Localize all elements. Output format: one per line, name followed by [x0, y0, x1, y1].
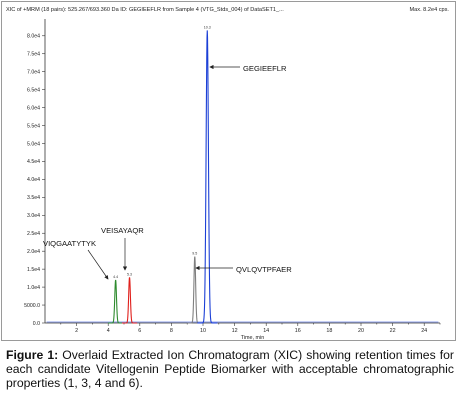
x-tick-label: 22 [390, 328, 396, 334]
annotation-gegieeflr: GEGIEEFLR [243, 64, 287, 73]
figure-caption-label: Figure 1: [6, 348, 59, 362]
annotation-veisayaqr: VEISAYAQR [101, 226, 144, 235]
x-tick-label: 6 [138, 328, 141, 334]
annotation-qvlqvtpfaer: QVLQVTPFAER [236, 265, 292, 274]
y-tick-label: 5.0e4 [27, 141, 40, 147]
y-tick-label: 1.0e4 [27, 285, 40, 291]
y-tick-label: 4.5e4 [27, 159, 40, 165]
x-tick-label: 4 [107, 328, 110, 334]
y-tick-label: 7.0e4 [27, 69, 40, 75]
x-tick-label: 2 [75, 328, 78, 334]
y-tick-label: 6.5e4 [27, 87, 40, 93]
y-tick-label: 3.0e4 [27, 213, 40, 219]
y-tick-label: 6.0e4 [27, 105, 40, 111]
x-tick-label: 16 [295, 328, 301, 334]
y-tick-label: 3.5e4 [27, 195, 40, 201]
y-tick-label: 8.0e4 [27, 34, 40, 40]
x-tick-label: 18 [326, 328, 332, 334]
x-tick-label: 14 [263, 328, 269, 334]
chart-frame: XIC of +MRM (18 pairs): 525.267/693.360 … [1, 1, 456, 341]
apex-label-veisayaqr: 5.3 [127, 272, 132, 276]
y-tick-label: 7.5e4 [27, 52, 40, 58]
peak-viqgaatytyk [108, 279, 124, 324]
peak-gegieeflr [197, 30, 218, 324]
max-intensity-label: Max. 8.2e4 cps. [409, 7, 450, 13]
annotation-viqgaatytyk: VIQGAATYTYK [43, 239, 96, 248]
y-tick-label: 4.0e4 [27, 177, 40, 183]
x-tick-label: 12 [232, 328, 238, 334]
figure-caption-text: Overlaid Extracted Ion Chromatogram (XIC… [6, 348, 454, 391]
y-tick-label: 2.0e4 [27, 249, 40, 255]
figure-caption: Figure 1: Overlaid Extracted Ion Chromat… [6, 348, 454, 391]
xic-chart: 0.0 5000.0 1.0e4 1.5e4 2.0e4 2.5e4 3.0e4 3.5e4 4… [24, 19, 441, 341]
xic-header-title: XIC of +MRM (18 pairs): 525.267/693.360 … [6, 7, 284, 13]
x-axis-label: Time, min [241, 335, 264, 341]
apex-label-viqgaatytyk: 4.4 [113, 275, 118, 279]
peak-veisayaqr [121, 277, 138, 324]
y-tick-label: 1.5e4 [27, 267, 40, 273]
apex-label-gegieeflr: 10.3 [204, 25, 211, 29]
apex-label-qvlqvtpfaer: 9.5 [192, 252, 197, 256]
x-tick-label: 8 [170, 328, 173, 334]
x-tick-label: 20 [358, 328, 364, 334]
x-tick-label: 10 [200, 328, 206, 334]
peak-qvlqvtpfaer [187, 256, 203, 324]
annotation-arrow-viqgaatytyk [87, 249, 109, 280]
y-tick-label: 5000.0 [24, 303, 40, 309]
x-tick-label: 24 [421, 328, 427, 334]
y-tick-label: 0.0 [33, 321, 40, 327]
y-tick-label: 5.5e4 [27, 123, 40, 129]
y-tick-label: 2.5e4 [27, 231, 40, 237]
